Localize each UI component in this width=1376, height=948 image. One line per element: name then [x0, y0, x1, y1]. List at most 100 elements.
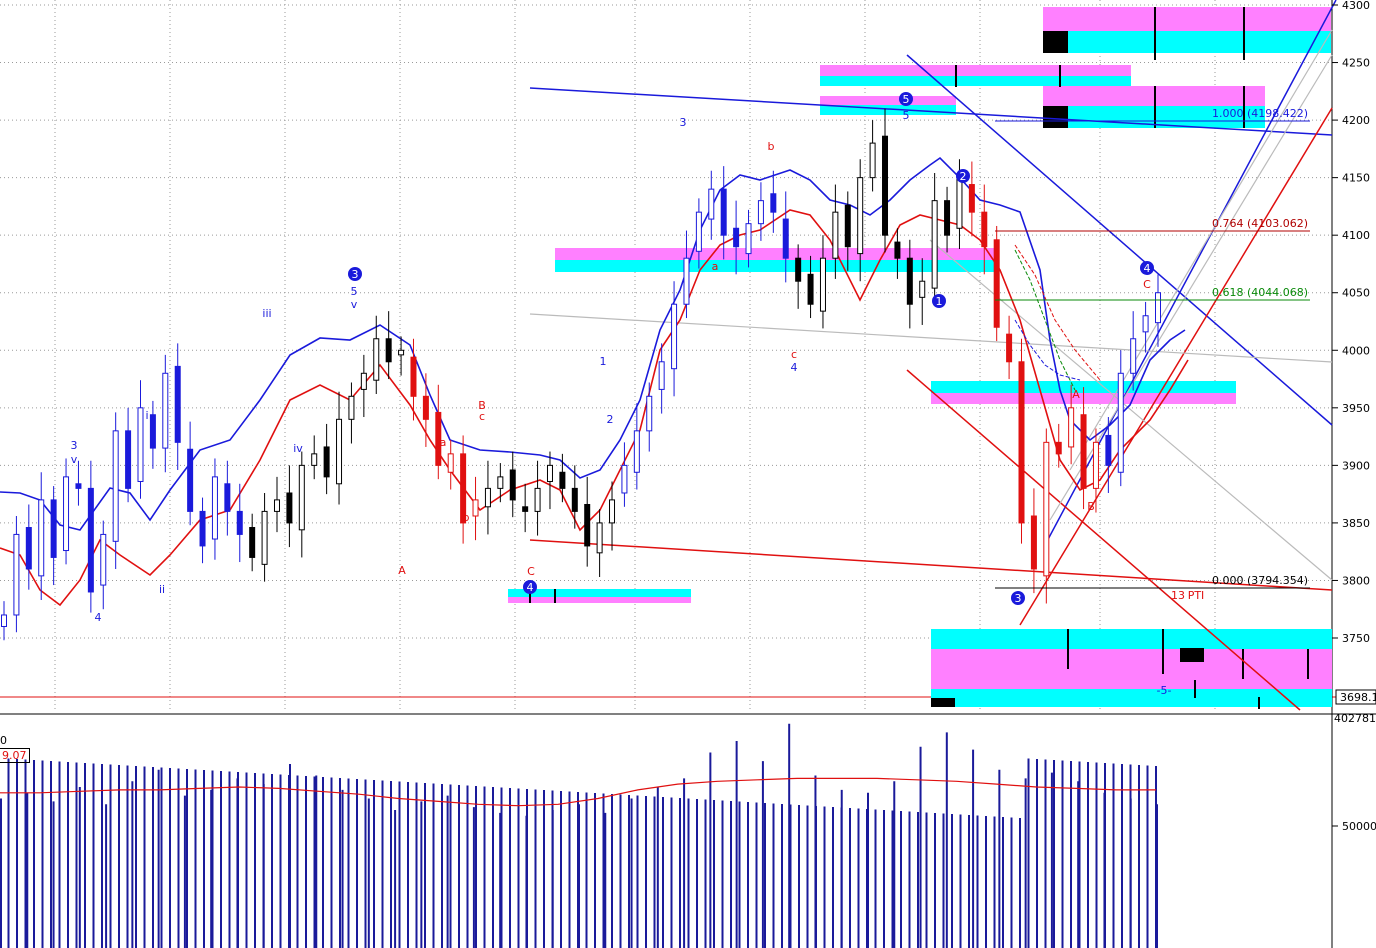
candle-body-46 [571, 487, 578, 512]
wave-label-7: 3 [352, 268, 359, 281]
candle-body-13 [162, 372, 169, 449]
zone-band-cyan [555, 260, 995, 272]
zone-upper-cyan [820, 76, 1131, 86]
candle-body-14 [174, 365, 181, 443]
wave-label-29: 4 [1144, 262, 1151, 275]
target-zones [508, 7, 1332, 709]
candle-body-82 [1018, 361, 1025, 524]
candle-body-93 [1155, 292, 1161, 324]
candle-body-71 [882, 135, 889, 236]
volume-axis-mid: 50000 [1342, 820, 1376, 833]
candle-body-37 [460, 453, 467, 524]
price-tick-label-4150: 4150 [1342, 172, 1370, 185]
price-tick-label-3900: 3900 [1342, 459, 1370, 472]
zone-bottom-cyan [931, 629, 1332, 649]
price-tick-label-4000: 4000 [1342, 344, 1370, 357]
candle-body-66 [819, 257, 826, 312]
zone-5-cyan [820, 105, 956, 115]
trend-red-up [1019, 107, 1333, 626]
candle-body-69 [857, 177, 864, 255]
candle-body-59 [733, 227, 740, 248]
candle-body-21 [261, 510, 268, 565]
fib-label-1: 0.764 (4103.062) [1212, 217, 1308, 230]
wave-label-9: v [351, 298, 358, 311]
candle-body-8 [100, 533, 107, 586]
candle-body-31 [385, 338, 392, 363]
candle-body-28 [348, 395, 355, 420]
candle-body-1 [13, 533, 20, 616]
wave-label-0: 3 [71, 439, 78, 452]
candle-body-18 [224, 483, 231, 512]
volume-average-line [0, 777, 1156, 807]
candle-body-7 [87, 487, 94, 593]
zone-bottom-cyan2 [931, 689, 1332, 707]
wave-label-24: 5 [903, 93, 910, 106]
wave-label-23: 4 [791, 361, 798, 374]
wave-label-26: 2 [960, 170, 967, 183]
wave-label-22: c [791, 348, 797, 361]
zone-top-cyan [1043, 31, 1331, 53]
price-tick-label-4200: 4200 [1342, 114, 1370, 127]
candle-body-67 [832, 211, 839, 259]
candle-body-17 [211, 476, 218, 540]
ma-red [1014, 244, 1101, 381]
candle-body-84 [1043, 441, 1050, 577]
wave-label-4: ii [159, 583, 165, 596]
candle-body-20 [249, 527, 256, 558]
zone-band-magenta [555, 248, 995, 260]
candle-body-73 [906, 257, 913, 305]
indicator-value-label: 9.07 [0, 748, 30, 763]
candle-body-29 [360, 372, 367, 390]
wave-label-19: 3 [680, 116, 687, 129]
price-tick-label-4300: 4300 [1342, 0, 1370, 12]
last-price-label: 3698.1 [1340, 691, 1376, 704]
wave-label-35: -5- [1157, 684, 1172, 697]
candle-body-87 [1080, 414, 1087, 489]
candle-body-4 [50, 499, 57, 558]
candle-body-15 [187, 448, 194, 512]
zone-bottom-magenta [931, 649, 1332, 689]
candle-body-72 [894, 241, 901, 259]
candle-body-39 [484, 487, 491, 508]
candle-body-77 [956, 177, 963, 229]
trend-gray-up2 [1069, 29, 1333, 471]
candle-body-16 [199, 510, 206, 547]
zone-low-magenta [508, 597, 691, 603]
zone-top-magenta [1043, 7, 1331, 31]
candle-body-62 [770, 193, 777, 213]
wave-label-6: iv [293, 442, 303, 455]
candle-body-5 [63, 476, 70, 552]
fib-label-3: 0.000 (3794.354) [1212, 574, 1308, 587]
candle-body-27 [336, 418, 343, 485]
wave-label-3: i [145, 409, 148, 422]
candle-body-60 [745, 223, 752, 255]
wave-label-30: C [1143, 278, 1151, 291]
candle-body-11 [137, 407, 144, 482]
wave-circle-29 [1140, 261, 1154, 275]
zone-5-magenta [820, 96, 956, 105]
wave-label-11: a [440, 436, 447, 449]
price-tick-label-3800: 3800 [1342, 574, 1370, 587]
candle-body-42 [522, 506, 529, 512]
candle-body-33 [410, 356, 417, 397]
candle-body-56 [695, 211, 702, 252]
candle-body-45 [559, 471, 566, 489]
candle-body-89 [1105, 434, 1112, 466]
wave-label-21: b [768, 140, 775, 153]
wave-circle-24 [899, 92, 913, 106]
candle-body-40 [497, 476, 504, 489]
candle-body-92 [1142, 315, 1149, 333]
lower-band-line [0, 209, 1189, 607]
wave-circle-16 [523, 580, 537, 594]
candle-body-35 [435, 411, 442, 466]
candle-body-50 [621, 464, 628, 494]
candle-body-85 [1055, 441, 1062, 455]
candle-body-76 [944, 200, 951, 236]
candle-body-63 [782, 218, 789, 259]
wave-label-25: 5 [903, 109, 910, 122]
wave-label-33: 13 [1171, 589, 1185, 602]
candle-body-23 [286, 492, 293, 524]
candle-body-6 [75, 483, 82, 489]
candle-body-41 [509, 469, 516, 501]
